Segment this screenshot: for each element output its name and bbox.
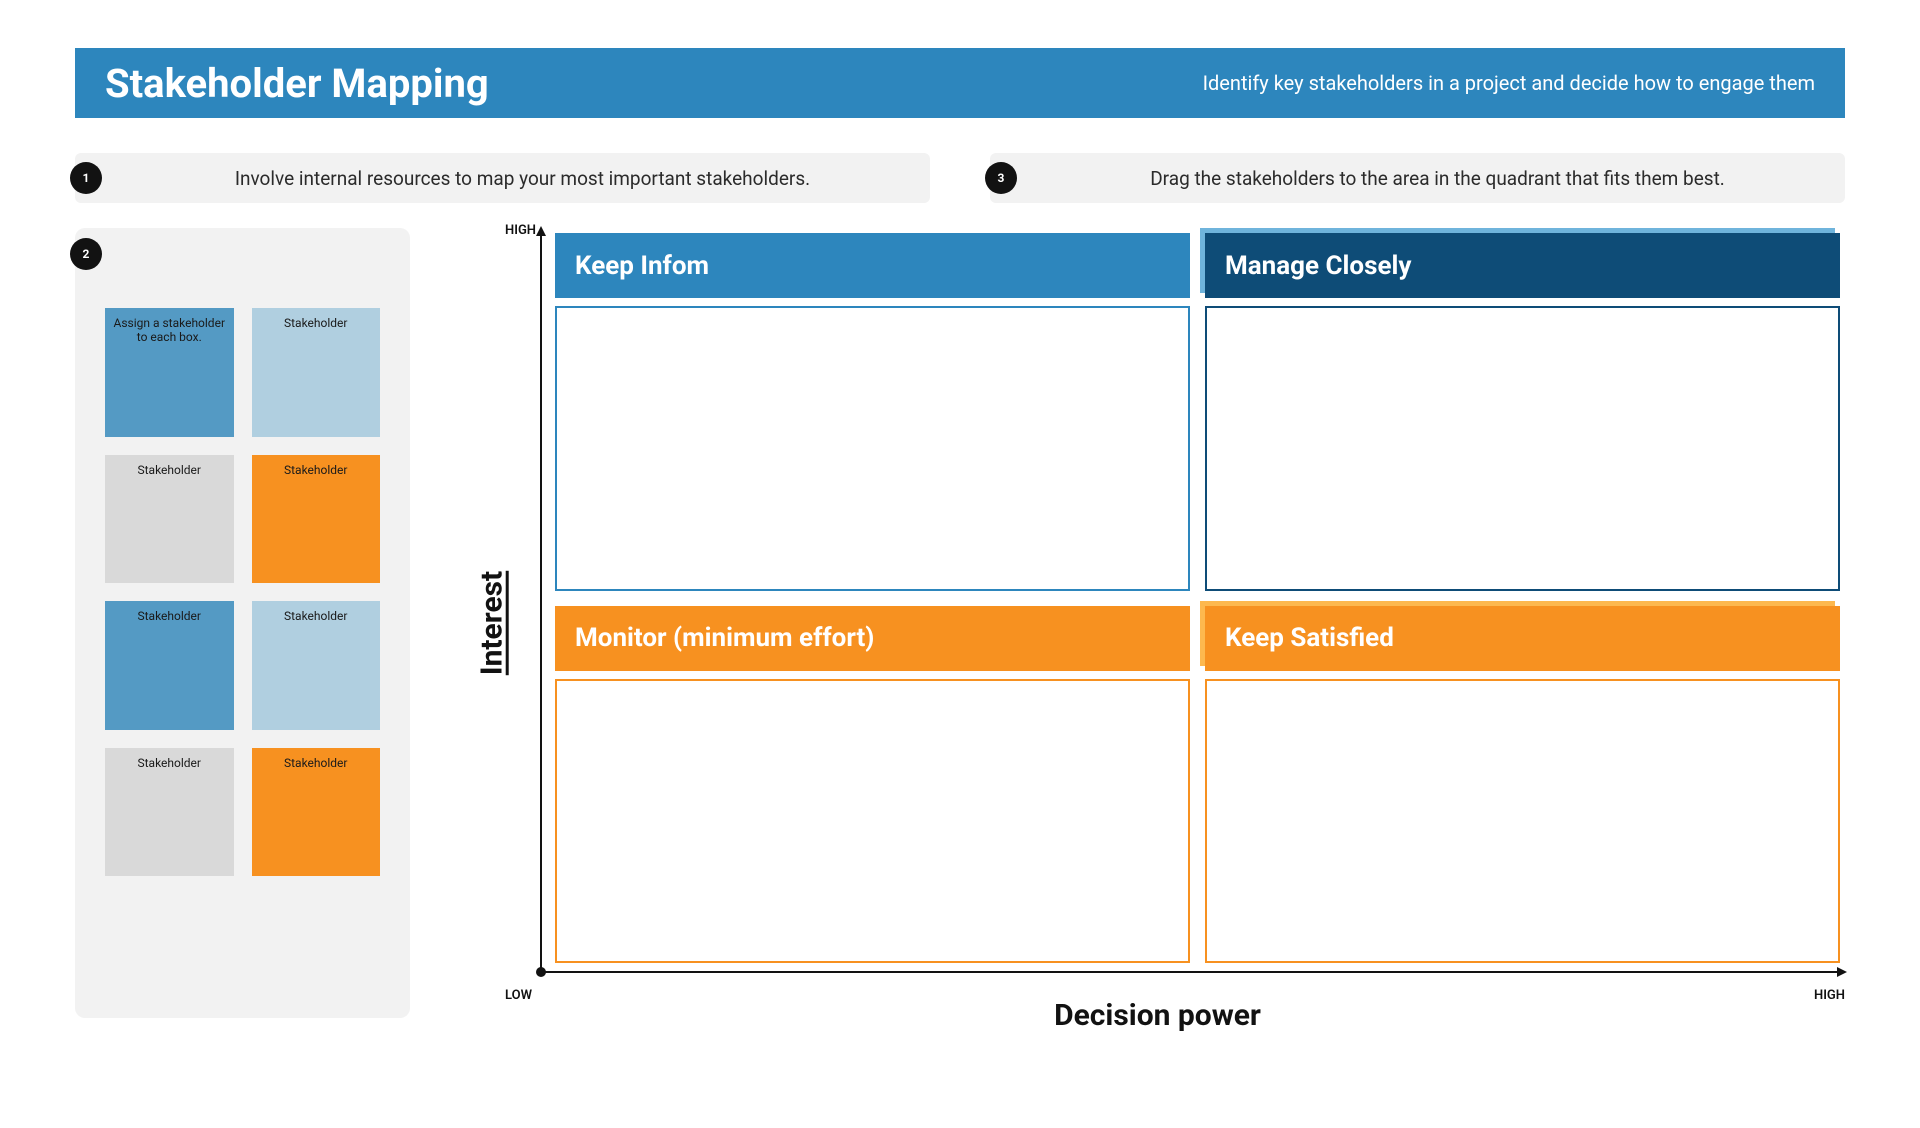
stakeholder-sidebar: 2 Assign a stakeholder to each box. Stak… [75, 228, 410, 1018]
page-title: Stakeholder Mapping [105, 60, 489, 107]
quadrant-keep-inform[interactable]: Keep Infom [555, 233, 1190, 591]
quadrant-header: Monitor (minimum effort) [555, 606, 1190, 671]
y-axis-line [540, 228, 542, 973]
quadrant-dropzone[interactable] [1205, 306, 1840, 591]
stakeholder-card[interactable]: Stakeholder [252, 308, 381, 437]
stakeholder-card[interactable]: Stakeholder [252, 748, 381, 877]
instruction-text: Drag the stakeholders to the area in the… [1050, 167, 1825, 190]
stakeholder-card[interactable]: Stakeholder [252, 601, 381, 730]
quadrant-manage-closely[interactable]: Manage Closely [1205, 233, 1840, 591]
stakeholder-card[interactable]: Stakeholder [105, 601, 234, 730]
instruction-badge: 3 [985, 162, 1017, 194]
quadrant-dropzone[interactable] [555, 306, 1190, 591]
quadrants-grid: Keep Infom Manage Closely Monitor (minim… [555, 233, 1840, 963]
quadrant-dropzone[interactable] [555, 679, 1190, 964]
main-area: 2 Assign a stakeholder to each box. Stak… [75, 228, 1845, 1018]
x-axis-line [540, 971, 1845, 973]
quadrant-dropzone[interactable] [1205, 679, 1840, 964]
instructions-row: 1 Involve internal resources to map your… [75, 153, 1845, 203]
cards-grid: Assign a stakeholder to each box. Stakeh… [105, 308, 380, 876]
stakeholder-card[interactable]: Stakeholder [105, 748, 234, 877]
axis-low: LOW [505, 988, 532, 1003]
x-axis-arrow-icon [1837, 967, 1847, 977]
quadrant-header: Keep Infom [555, 233, 1190, 298]
y-axis-label: Interest [475, 571, 510, 675]
quadrant-header: Manage Closely [1205, 233, 1840, 298]
axis-high-x: HIGH [1814, 988, 1845, 1003]
instruction-1: 1 Involve internal resources to map your… [75, 153, 930, 203]
instruction-3: 3 Drag the stakeholders to the area in t… [990, 153, 1845, 203]
quadrant-header: Keep Satisfied [1205, 606, 1840, 671]
stakeholder-card[interactable]: Stakeholder [252, 455, 381, 584]
quadrant-chart: Interest Decision power HIGH LOW HIGH Ke… [470, 228, 1845, 1018]
y-axis-arrow-icon [536, 226, 546, 236]
axis-high-y: HIGH [505, 223, 536, 238]
x-axis-label: Decision power [1054, 998, 1261, 1033]
instruction-text: Involve internal resources to map your m… [135, 167, 910, 190]
origin-dot-icon [536, 967, 546, 977]
quadrant-keep-satisfied[interactable]: Keep Satisfied [1205, 606, 1840, 964]
page-subtitle: Identify key stakeholders in a project a… [1203, 71, 1815, 95]
instruction-badge: 1 [70, 162, 102, 194]
sidebar-badge: 2 [70, 238, 102, 270]
quadrant-monitor[interactable]: Monitor (minimum effort) [555, 606, 1190, 964]
stakeholder-card[interactable]: Stakeholder [105, 455, 234, 584]
header-bar: Stakeholder Mapping Identify key stakeho… [75, 48, 1845, 118]
stakeholder-card[interactable]: Assign a stakeholder to each box. [105, 308, 234, 437]
